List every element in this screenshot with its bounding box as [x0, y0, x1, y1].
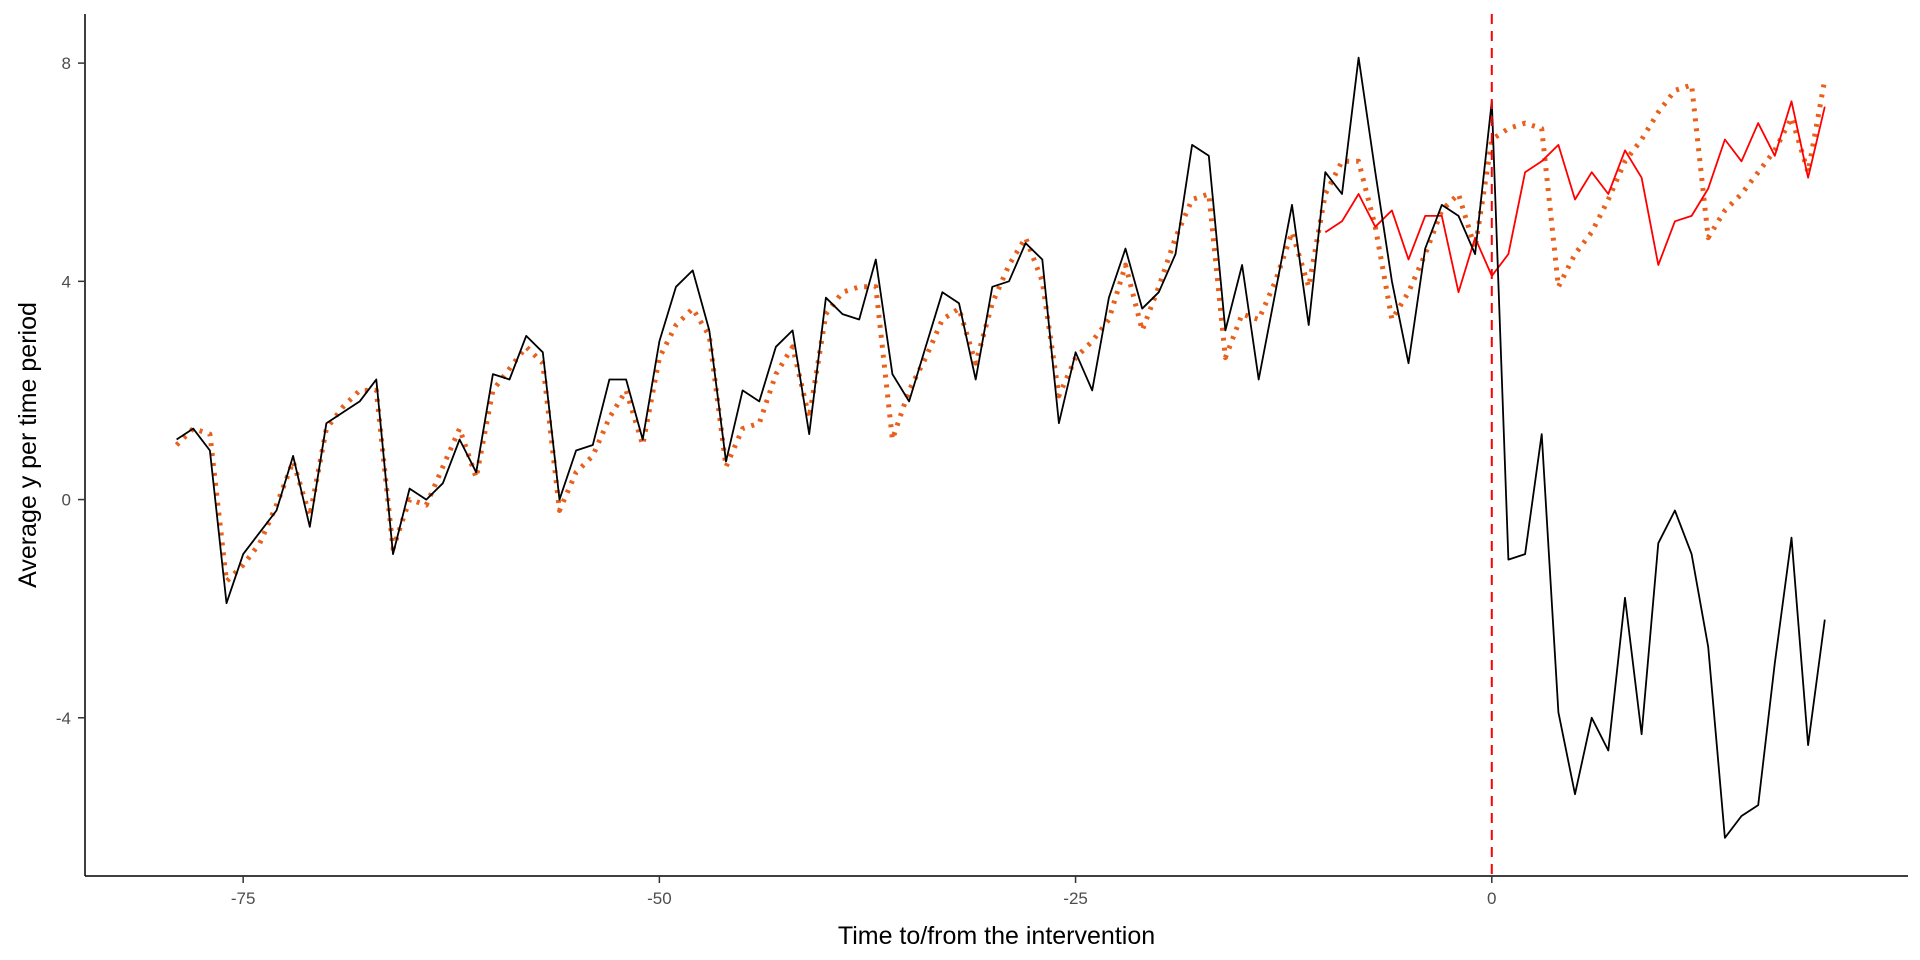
- y-tick-label: 0: [62, 491, 71, 510]
- y-axis-title: Average y per time period: [14, 302, 42, 588]
- x-tick-label: 0: [1487, 889, 1496, 908]
- x-tick-label: -50: [647, 889, 672, 908]
- x-tick-label: -75: [231, 889, 256, 908]
- series-line-observed: [176, 56, 1826, 839]
- y-tick-label: -4: [56, 709, 71, 728]
- y-tick-label: 4: [62, 272, 71, 291]
- series-line-fitted: [174, 79, 1828, 584]
- y-tick-label: 8: [62, 54, 71, 73]
- x-axis-ticks: -75 -50 -25 0: [231, 876, 1497, 908]
- series-layer: [174, 56, 1828, 839]
- x-axis-title: Time to/from the intervention: [838, 922, 1155, 950]
- x-tick-label: -25: [1063, 889, 1088, 908]
- series-line-counterfactual: [1324, 100, 1826, 294]
- y-axis-ticks: -4 0 4 8: [56, 54, 85, 728]
